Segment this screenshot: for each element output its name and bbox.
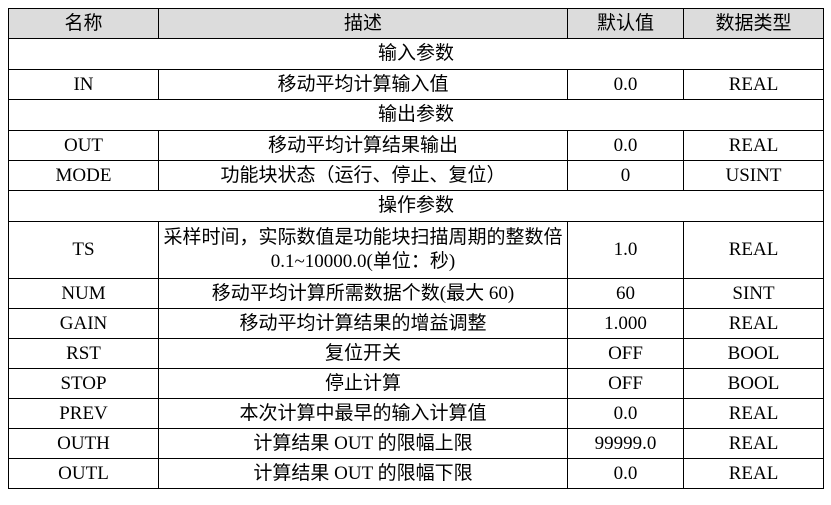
param-description: 移动平均计算结果输出 (158, 130, 568, 161)
table-row: MODE 功能块状态（运行、停止、复位） 0 USINT (8, 160, 824, 191)
parameter-table: 名称 描述 默认值 数据类型 输入参数 IN 移动平均计算输入值 0.0 REAL 输出参… (8, 8, 824, 489)
table-row: PREV 本次计算中最早的输入计算值 0.0 REAL (8, 398, 824, 429)
section-title: 输出参数 (8, 99, 824, 131)
param-type: REAL (683, 221, 824, 279)
param-name: TS (8, 221, 159, 279)
param-type: BOOL (683, 368, 824, 399)
param-type: REAL (683, 69, 824, 100)
param-description: 本次计算中最早的输入计算值 (158, 398, 568, 429)
param-type: SINT (683, 278, 824, 309)
param-description: 停止计算 (158, 368, 568, 399)
param-name: STOP (8, 368, 159, 399)
param-description: 计算结果 OUT 的限幅上限 (158, 428, 568, 459)
param-description: 计算结果 OUT 的限幅下限 (158, 458, 568, 489)
section-row: 输入参数 (8, 38, 824, 70)
param-default: 1.000 (567, 308, 684, 339)
header-name: 名称 (8, 8, 159, 39)
header-row: 名称 描述 默认值 数据类型 (8, 8, 824, 39)
table-row: STOP 停止计算 OFF BOOL (8, 368, 824, 399)
param-type: BOOL (683, 338, 824, 369)
param-default: 0.0 (567, 130, 684, 161)
table-row: RST 复位开关 OFF BOOL (8, 338, 824, 369)
header-type: 数据类型 (683, 8, 824, 39)
section-row: 操作参数 (8, 190, 824, 222)
table-row: IN 移动平均计算输入值 0.0 REAL (8, 69, 824, 100)
param-type: REAL (683, 428, 824, 459)
table-row: OUT 移动平均计算结果输出 0.0 REAL (8, 130, 824, 161)
param-name: GAIN (8, 308, 159, 339)
param-name: PREV (8, 398, 159, 429)
table-row: OUTH 计算结果 OUT 的限幅上限 99999.0 REAL (8, 428, 824, 459)
section-title: 操作参数 (8, 190, 824, 222)
param-name: RST (8, 338, 159, 369)
param-name: OUT (8, 130, 159, 161)
param-description: 移动平均计算结果的增益调整 (158, 308, 568, 339)
param-default: 1.0 (567, 221, 684, 279)
table-row: OUTL 计算结果 OUT 的限幅下限 0.0 REAL (8, 458, 824, 489)
param-default: 0.0 (567, 398, 684, 429)
param-default: 99999.0 (567, 428, 684, 459)
param-default: 0.0 (567, 69, 684, 100)
param-type: REAL (683, 458, 824, 489)
param-default: OFF (567, 338, 684, 369)
param-name: OUTL (8, 458, 159, 489)
section-row: 输出参数 (8, 99, 824, 131)
table-row: GAIN 移动平均计算结果的增益调整 1.000 REAL (8, 308, 824, 339)
table-row: NUM 移动平均计算所需数据个数(最大 60) 60 SINT (8, 278, 824, 309)
param-name: MODE (8, 160, 159, 191)
header-description: 描述 (158, 8, 568, 39)
param-default: 0.0 (567, 458, 684, 489)
param-type: REAL (683, 398, 824, 429)
param-default: 60 (567, 278, 684, 309)
param-name: OUTH (8, 428, 159, 459)
param-type: REAL (683, 308, 824, 339)
param-description: 采样时间，实际数值是功能块扫描周期的整数倍 0.1~10000.0(单位：秒) (158, 221, 568, 279)
param-description: 复位开关 (158, 338, 568, 369)
param-type: REAL (683, 130, 824, 161)
param-name: IN (8, 69, 159, 100)
param-default: OFF (567, 368, 684, 399)
param-description: 移动平均计算输入值 (158, 69, 568, 100)
param-type: USINT (683, 160, 824, 191)
param-description: 移动平均计算所需数据个数(最大 60) (158, 278, 568, 309)
param-name: NUM (8, 278, 159, 309)
section-title: 输入参数 (8, 38, 824, 70)
param-default: 0 (567, 160, 684, 191)
header-default: 默认值 (567, 8, 684, 39)
table-row: TS 采样时间，实际数值是功能块扫描周期的整数倍 0.1~10000.0(单位：秒… (8, 221, 824, 279)
param-description: 功能块状态（运行、停止、复位） (158, 160, 568, 191)
